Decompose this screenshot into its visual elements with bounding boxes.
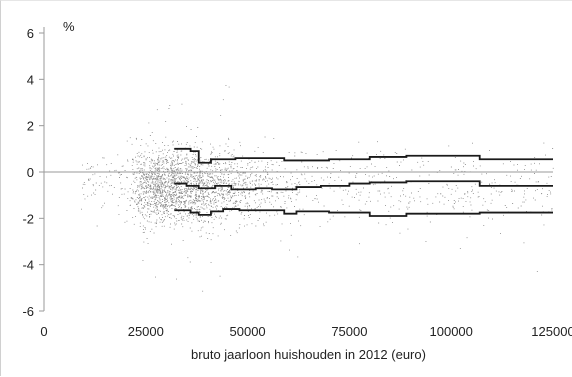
x-tick-label: 25000 [128, 324, 164, 339]
scatter-point-cloud [81, 84, 554, 292]
scatter-points [81, 84, 554, 292]
x-tick-label: 75000 [331, 324, 367, 339]
x-tick-label: 50000 [230, 324, 266, 339]
x-tick-label: 125000 [531, 324, 572, 339]
x-tick-label: 0 [40, 324, 47, 339]
x-axis-title: bruto jaarloon huishouden in 2012 (euro) [191, 347, 426, 362]
y-tick-label: 2 [27, 119, 34, 134]
y-tick-label: 0 [27, 165, 34, 180]
y-tick-label: -4 [22, 258, 34, 273]
y-tick-label: -6 [22, 304, 34, 319]
y-tick-label: -2 [22, 211, 34, 226]
y-tick-label: 4 [27, 72, 34, 87]
y-tick-label: 6 [27, 26, 34, 41]
y-unit-label: % [63, 19, 75, 34]
x-axis-ticks: 0 25000 50000 75000 100000 125000 [40, 324, 572, 339]
series-line-median [174, 180, 553, 191]
series-line-upper [174, 147, 553, 164]
x-tick-label: 100000 [430, 324, 473, 339]
y-axis-ticks: -6 -4 -2 0 2 4 6 [22, 26, 44, 319]
series-lines [174, 147, 553, 217]
series-line-lower [174, 208, 553, 217]
